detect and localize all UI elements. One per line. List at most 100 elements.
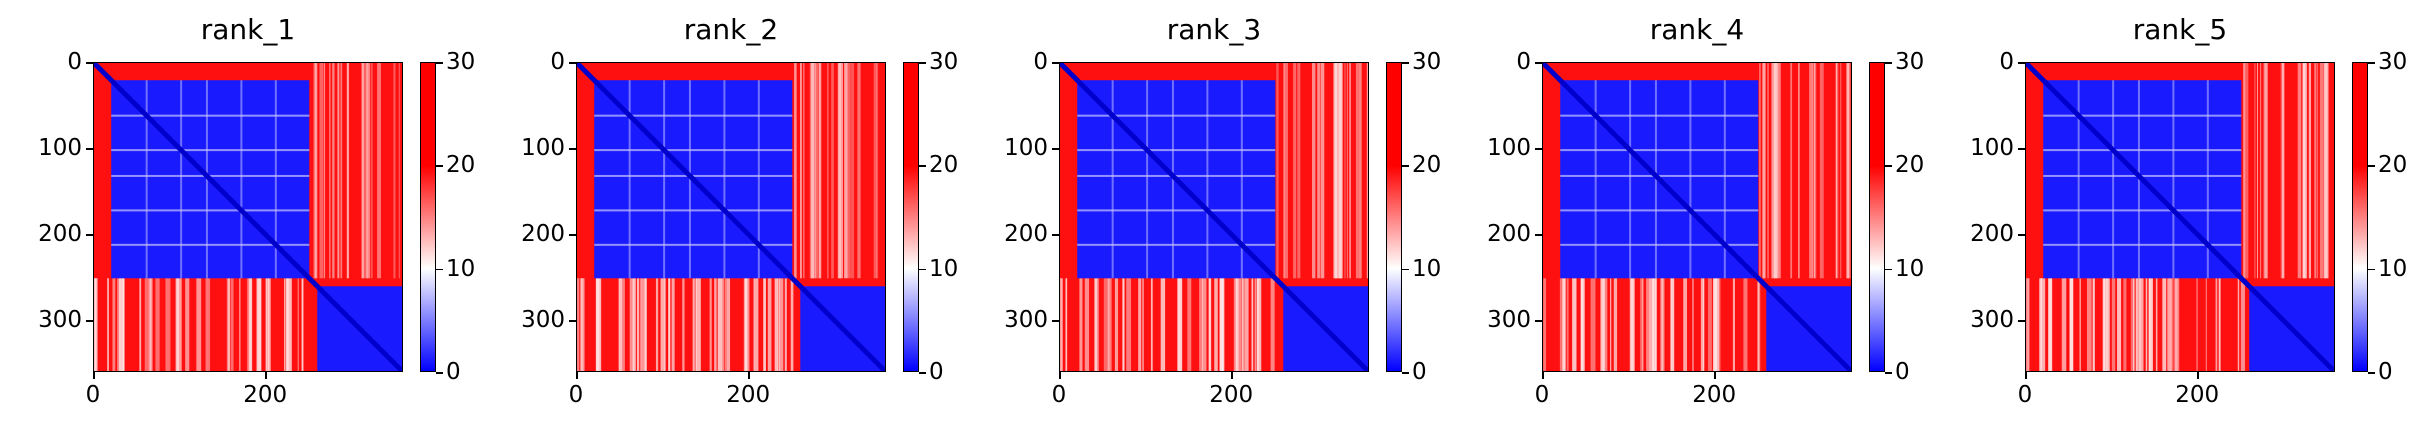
colorbar-tick-label: 30 — [2378, 49, 2408, 75]
colorbar — [903, 62, 919, 372]
error-stripe — [695, 278, 701, 371]
error-stripe — [2254, 63, 2256, 279]
domain-line — [1077, 243, 1276, 246]
colorbar-tick-mark — [2368, 62, 2375, 64]
error-stripe — [1242, 278, 1246, 371]
error-stripe — [1199, 278, 1204, 371]
error-stripe — [1580, 278, 1584, 371]
error-stripe — [580, 278, 584, 371]
heatmap-plot — [1542, 62, 1852, 372]
error-stripe — [1256, 278, 1262, 371]
error-stripe — [1714, 278, 1719, 371]
colorbar-tick-mark — [1885, 165, 1892, 167]
domain-line — [1560, 243, 1759, 246]
domain-line — [2043, 209, 2242, 212]
domain-line — [594, 243, 793, 246]
error-stripe — [155, 278, 160, 371]
colorbar-tick-mark — [436, 372, 443, 374]
domain-line — [111, 209, 310, 212]
domain-line — [111, 243, 310, 246]
error-stripe — [1613, 278, 1618, 371]
error-stripe — [1602, 278, 1608, 371]
error-stripe — [165, 278, 171, 371]
domain-line — [594, 149, 793, 152]
error-stripe — [2132, 278, 2135, 371]
error-stripe — [1065, 278, 1068, 371]
error-stripe — [284, 278, 286, 371]
error-stripe — [1114, 278, 1119, 371]
error-stripe — [257, 278, 262, 371]
y-tick-mark — [569, 320, 576, 322]
error-stripe — [361, 63, 365, 279]
error-stripe — [2259, 63, 2262, 279]
error-stripe — [717, 278, 723, 371]
x-tick-label: 0 — [1534, 382, 1550, 408]
error-stripe — [1700, 278, 1705, 371]
error-stripe — [2139, 278, 2144, 371]
error-stripe — [831, 63, 834, 279]
error-stripe — [1208, 278, 1210, 371]
colorbar-tick-label: 0 — [1412, 359, 1427, 385]
heatmap-svg — [2026, 63, 2334, 371]
error-stripe — [2302, 63, 2306, 279]
error-stripe — [1809, 63, 1813, 279]
error-stripe — [1767, 63, 1769, 279]
error-stripe — [1572, 278, 1577, 371]
error-stripe — [1126, 278, 1132, 371]
error-stripe — [332, 63, 335, 279]
x-tick-mark — [265, 372, 267, 379]
error-stripe — [2086, 278, 2092, 371]
error-stripe — [636, 278, 640, 371]
colorbar — [1386, 62, 1402, 372]
error-stripe — [2196, 278, 2198, 371]
error-stripe — [1160, 278, 1166, 371]
diagonal — [2026, 63, 2334, 371]
error-stripe — [1138, 278, 1142, 371]
error-stripe — [2148, 278, 2153, 371]
error-stripe — [671, 278, 675, 371]
x-tick-mark — [1542, 372, 1544, 379]
error-stripe — [286, 278, 292, 371]
error-stripe — [1122, 278, 1125, 371]
error-stripe — [1103, 278, 1109, 371]
error-stripe — [1850, 63, 1851, 279]
domain-line — [1240, 80, 1243, 279]
domain-line — [2206, 80, 2209, 279]
error-stripe — [1333, 63, 1338, 279]
error-stripe — [393, 63, 396, 279]
error-stripe — [94, 278, 96, 371]
x-tick-label: 0 — [1051, 382, 1067, 408]
x-tick-mark — [2025, 372, 2027, 379]
error-stripe — [2092, 278, 2095, 371]
error-stripe — [196, 278, 202, 371]
colorbar-tick-label: 10 — [929, 255, 959, 282]
error-stripe — [840, 63, 843, 279]
y-tick-mark — [2018, 234, 2025, 236]
error-stripe — [328, 63, 331, 279]
error-stripe — [1543, 278, 1547, 371]
error-stripe — [1219, 278, 1224, 371]
error-stripe — [2237, 278, 2240, 371]
error-stripe — [246, 278, 251, 371]
error-stripe — [722, 278, 725, 371]
error-stripe — [1110, 278, 1112, 371]
domain-line — [2043, 114, 2242, 117]
error-stripe — [2170, 278, 2172, 371]
y-tick-mark — [1052, 320, 1059, 322]
error-stripe — [2263, 63, 2268, 279]
y-tick-mark — [1535, 234, 1542, 236]
x-tick-mark — [748, 372, 750, 379]
error-stripe — [692, 278, 697, 371]
error-stripe — [1839, 63, 1842, 279]
domain-line — [723, 80, 726, 279]
error-stripe — [2155, 278, 2158, 371]
y-tick-mark — [2018, 148, 2025, 150]
error-stripe — [301, 278, 304, 371]
y-tick-mark — [1052, 62, 1059, 64]
error-stripe — [2135, 278, 2138, 371]
domain-line — [1146, 80, 1149, 279]
y-tick-mark — [86, 62, 93, 64]
error-stripe — [709, 278, 712, 371]
y-tick-label: 0 — [1999, 49, 2014, 75]
panel-title: rank_3 — [1166, 13, 1262, 46]
